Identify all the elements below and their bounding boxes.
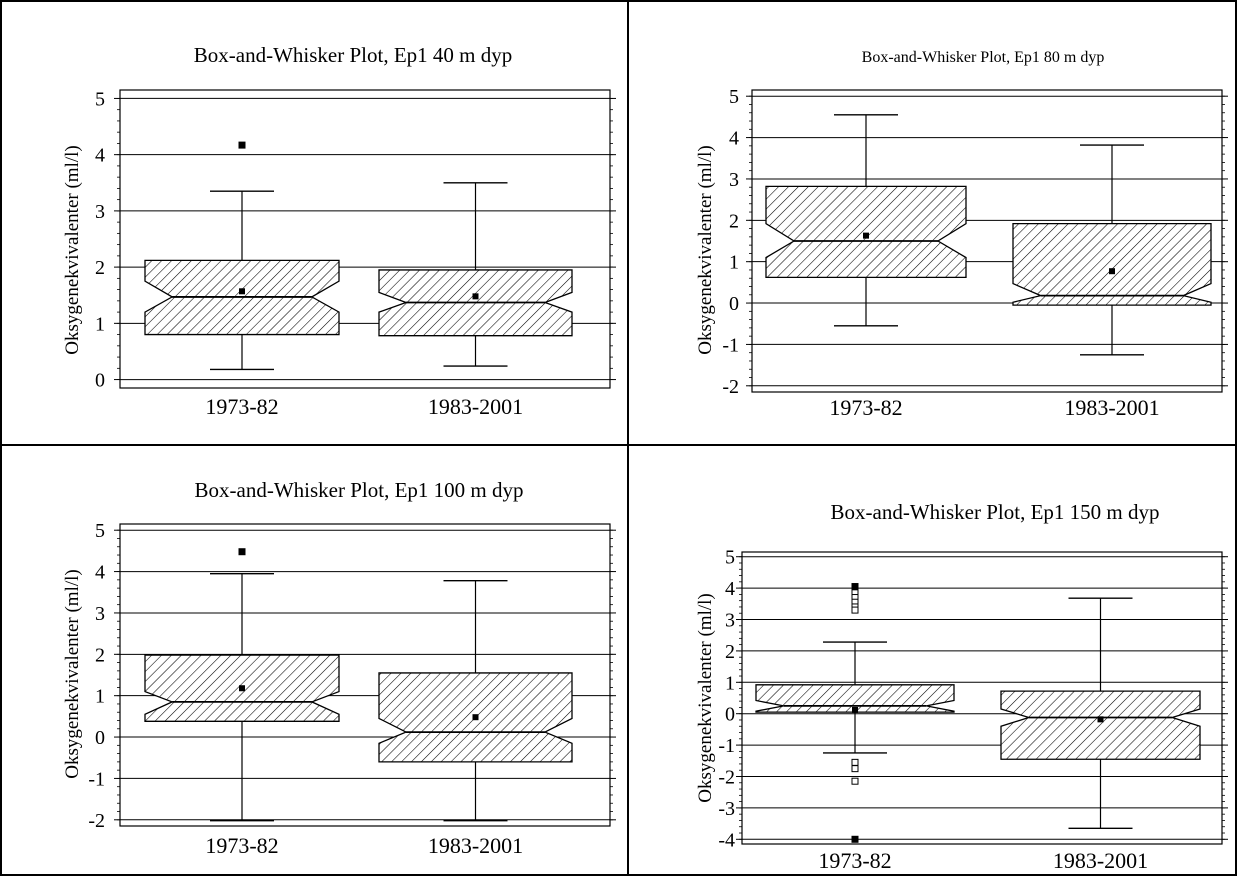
- y-tick-label: -2: [722, 376, 739, 398]
- mean-marker: [1109, 268, 1115, 275]
- x-tick-label: 1973-82: [205, 833, 278, 858]
- y-tick-label: -4: [718, 829, 735, 851]
- outlier-point: [851, 583, 859, 591]
- outlier-point: [851, 765, 859, 773]
- y-tick-label: -1: [718, 735, 735, 757]
- y-tick-label: -1: [722, 334, 739, 356]
- y-tick-label: 0: [95, 370, 105, 392]
- y-tick-label: -2: [88, 810, 105, 832]
- plot-frame: [741, 551, 1223, 845]
- box-1983-2001: [1012, 222, 1212, 306]
- mean-marker: [239, 288, 245, 295]
- chart-80m: Box-and-Whisker Plot, Ep1 80 m dyp Oksyg…: [695, 49, 1228, 420]
- y-tick-label: 5: [95, 88, 105, 110]
- mean-marker: [1097, 716, 1104, 723]
- y-tick-label: 5: [95, 520, 105, 542]
- chart-title: Box-and-Whisker Plot, Ep1 80 m dyp: [862, 49, 1105, 66]
- y-tick-label: 4: [95, 145, 105, 167]
- y-tick-label: 3: [95, 201, 105, 223]
- box-1983-2001: [1000, 690, 1201, 760]
- mean-marker: [863, 232, 869, 239]
- y-tick-label: 2: [95, 257, 105, 279]
- y-tick-label: 1: [95, 313, 105, 335]
- x-tick-label: 1973-82: [829, 395, 902, 420]
- y-tick-label: 4: [725, 578, 735, 600]
- mean-marker: [852, 706, 858, 713]
- outlier-point: [238, 548, 246, 556]
- y-tick-label: 3: [95, 603, 105, 625]
- chart-title: Box-and-Whisker Plot, Ep1 150 m dyp: [831, 500, 1160, 524]
- mean-marker: [239, 685, 245, 692]
- y-tick-label: 5: [725, 547, 735, 569]
- chart-150m: Box-and-Whisker Plot, Ep1 150 m dyp Oksy…: [695, 500, 1228, 872]
- y-axis-label: Oksygenekvivalenter (ml/l): [62, 145, 83, 354]
- y-tick-label: 2: [725, 641, 735, 663]
- x-tick-label: 1983-2001: [428, 833, 523, 858]
- y-axis-label: Oksygenekvivalenter (ml/l): [695, 593, 716, 802]
- outlier-point: [851, 606, 859, 614]
- chart-100m: Box-and-Whisker Plot, Ep1 100 m dyp Oksy…: [62, 478, 616, 858]
- plot-frame: [119, 523, 611, 827]
- x-tick-label: 1973-82: [818, 848, 891, 872]
- y-tick-label: 0: [725, 704, 735, 726]
- y-axis-label: Oksygenekvivalenter (ml/l): [62, 569, 83, 778]
- y-tick-label: -2: [718, 766, 735, 788]
- y-tick-label: 3: [725, 610, 735, 632]
- plot-frame: [119, 89, 611, 389]
- chart-title: Box-and-Whisker Plot, Ep1 100 m dyp: [195, 478, 524, 502]
- y-tick-label: 3: [729, 169, 739, 191]
- y-tick-label: -1: [88, 768, 105, 790]
- y-tick-label: -3: [718, 798, 735, 820]
- mean-marker: [472, 714, 479, 721]
- x-tick-label: 1983-2001: [1064, 395, 1159, 420]
- y-tick-label: 4: [729, 128, 739, 150]
- y-tick-label: 5: [729, 86, 739, 108]
- y-tick-label: 0: [95, 727, 105, 749]
- chart-title: Box-and-Whisker Plot, Ep1 40 m dyp: [194, 43, 512, 67]
- x-tick-label: 1983-2001: [1053, 848, 1148, 872]
- outlier-point: [238, 141, 246, 149]
- x-tick-label: 1983-2001: [428, 394, 523, 419]
- mean-marker: [472, 293, 479, 300]
- y-tick-label: 0: [729, 293, 739, 315]
- plot-frame: [751, 89, 1223, 393]
- chart-40m: Box-and-Whisker Plot, Ep1 40 m dyp Oksyg…: [62, 43, 616, 419]
- y-tick-label: 1: [725, 672, 735, 694]
- y-tick-label: 2: [729, 210, 739, 232]
- y-tick-label: 2: [95, 644, 105, 666]
- box-1973-82: [765, 185, 967, 279]
- y-tick-label: 4: [95, 562, 105, 584]
- outlier-point: [851, 777, 859, 785]
- x-tick-label: 1973-82: [205, 394, 278, 419]
- y-tick-label: 1: [729, 252, 739, 274]
- y-axis-label: Oksygenekvivalenter (ml/l): [695, 145, 716, 354]
- outlier-point: [851, 758, 859, 766]
- outlier-point: [851, 835, 859, 843]
- y-tick-label: 1: [95, 686, 105, 708]
